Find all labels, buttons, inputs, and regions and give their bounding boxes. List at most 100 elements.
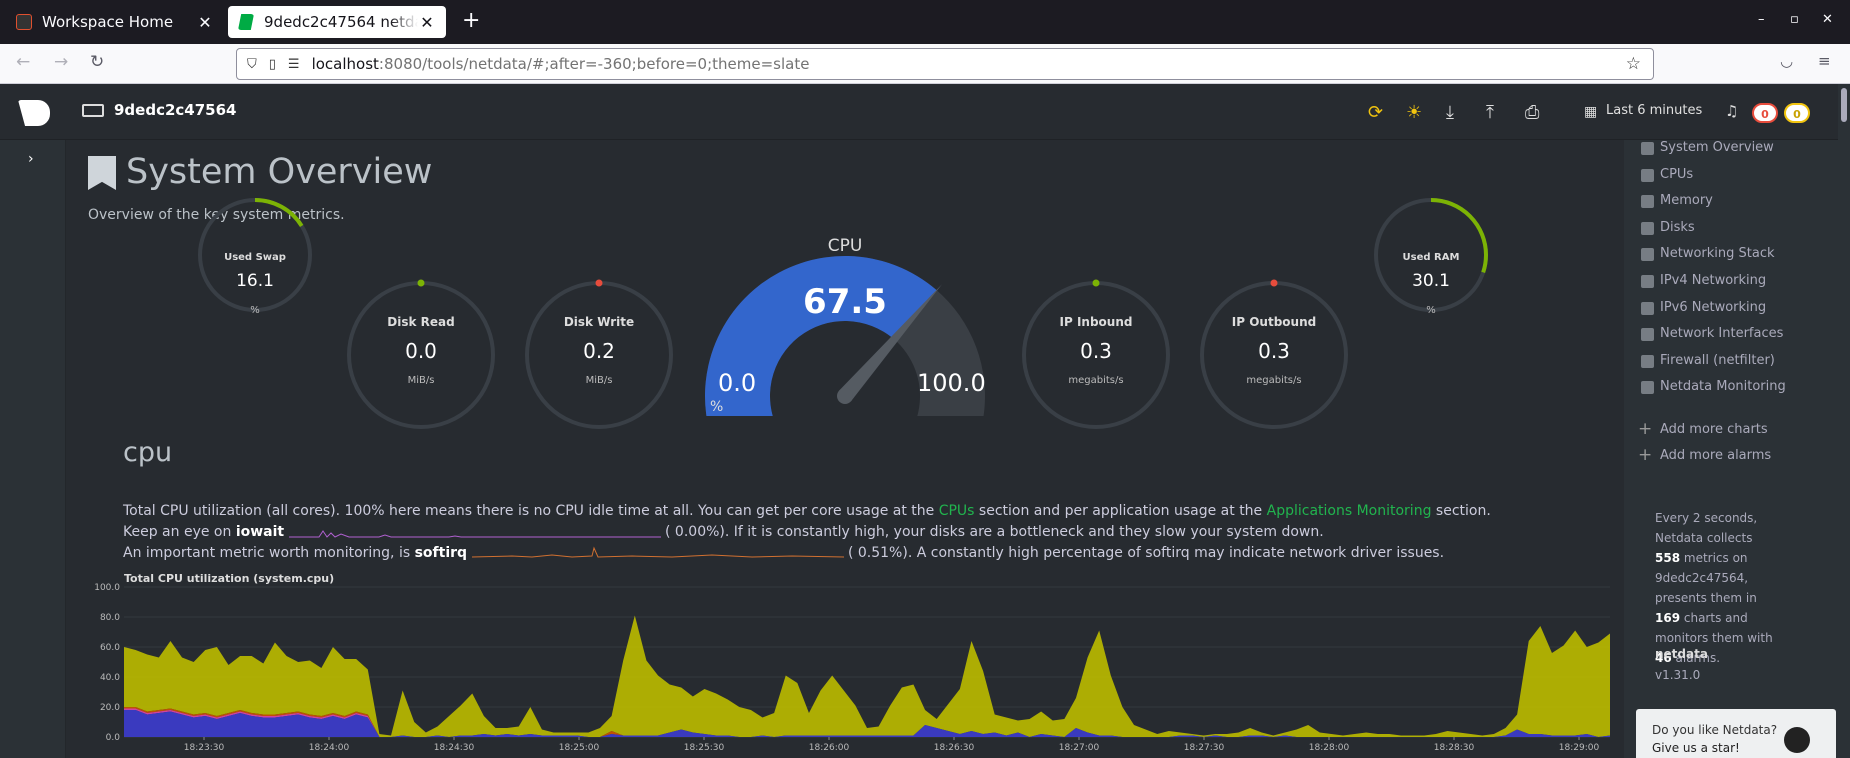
x-tick-label: 18:23:30 (184, 743, 225, 753)
tab-title: 9dedc2c47564 netdata dashboard (264, 13, 418, 31)
tab-title: Workspace Home (42, 13, 174, 31)
nav-item[interactable]: Networking Stack (1660, 246, 1775, 262)
nav-item[interactable]: Network Interfaces (1660, 326, 1784, 342)
tab-workspace-home[interactable]: Workspace Home ✕ (6, 6, 224, 38)
cpu-gauge-value: 67.5 (803, 282, 887, 322)
tab-netdata[interactable]: 9dedc2c47564 netdata dashboard ✕ (228, 6, 446, 38)
x-tick-label: 18:24:00 (309, 743, 350, 753)
gauge-ring (347, 279, 495, 429)
reload-icon[interactable]: ↻ (90, 52, 105, 72)
calendar-icon[interactable]: ▦ (1584, 104, 1598, 120)
y-tick-label: 100.0 (94, 583, 120, 593)
server-selector[interactable]: 9dedc2c47564 (82, 101, 237, 119)
address-bar[interactable]: ⛉ ▯ ☰ localhost:8080/tools/netdata/#;aft… (236, 48, 1654, 80)
plus-icon: + (1638, 419, 1653, 439)
gauge-4: IP Inbound 0.3 megabits/s (1020, 279, 1172, 431)
cpu-gauge (705, 256, 985, 416)
disk-icon (1641, 221, 1654, 235)
cpu-utilization-chart[interactable]: 100.0 80.0 60.0 40.0 20.0 0.0 18:23:30 18:24:00… (94, 582, 1614, 758)
gauge-value: 0.3 (1258, 339, 1290, 363)
lightbulb-icon[interactable]: ☀ (1406, 102, 1423, 123)
browser-nav-bar: ← → ↻ ⛉ ▯ ☰ localhost:8080/tools/netdata… (0, 44, 1850, 84)
github-icon[interactable] (1784, 727, 1810, 753)
y-tick-label: 40.0 (100, 673, 120, 683)
close-window-button[interactable]: ✕ (1822, 12, 1833, 27)
expand-sidebar-icon[interactable]: › (28, 151, 34, 167)
gauge-value: 16.1 (236, 271, 274, 291)
cpu-description-line2: Keep an eye on iowait ( 0.00%). If it is… (123, 524, 1324, 540)
gauge-unit: MiB/s (585, 375, 613, 386)
cloud-icon (1641, 248, 1654, 262)
shield-icon[interactable]: ⛉ (247, 56, 257, 72)
gauge-ring (198, 198, 312, 312)
link-cpus[interactable]: CPUs (938, 503, 975, 519)
maximize-button[interactable]: ▫ (1790, 12, 1799, 27)
critical-alarms-badge[interactable]: 0 (1752, 103, 1778, 123)
cpu-gauge-needle (838, 284, 942, 402)
x-tick-label: 18:29:00 (1559, 743, 1600, 753)
promo-cta[interactable]: Give us a star! (1652, 741, 1740, 755)
main-content (66, 140, 1624, 758)
gauge-title: Used RAM (1402, 252, 1460, 263)
minimize-button[interactable]: – (1758, 12, 1765, 27)
gauge-unit: megabits/s (1246, 375, 1302, 386)
cpu-gauge-fill (705, 256, 937, 416)
plus-icon: + (1638, 445, 1653, 465)
y-tick-label: 20.0 (100, 703, 120, 713)
browser-tab-bar: Workspace Home ✕ 9dedc2c47564 netdata da… (0, 0, 1850, 44)
permissions-icon[interactable]: ☰ (287, 56, 300, 72)
github-star-promo[interactable]: Do you like Netdata? Give us a star! (1636, 709, 1836, 758)
upload-icon[interactable]: ⤒ (1486, 102, 1494, 123)
time-period[interactable]: Last 6 minutes (1606, 103, 1703, 118)
nav-item[interactable]: CPUs (1660, 166, 1694, 182)
nav-item[interactable]: IPv4 Networking (1660, 273, 1767, 288)
scrollbar-thumb[interactable] (1841, 88, 1847, 122)
page-scrollbar[interactable] (1838, 84, 1850, 758)
close-tab-icon[interactable]: ✕ (198, 12, 212, 32)
print-icon[interactable]: ⎙ (1525, 102, 1540, 123)
nav-item[interactable]: System Overview (1660, 140, 1774, 155)
nav-item[interactable]: IPv6 Networking (1660, 299, 1767, 315)
gauge-3: Disk Write 0.2 MiB/s (523, 279, 675, 431)
add-alarms-link[interactable]: Add more alarms (1660, 448, 1772, 463)
gauge-value: 0.3 (1080, 339, 1112, 363)
gauge-ring (1374, 198, 1488, 312)
cpu-gauge-hub (837, 388, 853, 404)
bookmark-star-icon[interactable]: ☆ (1625, 54, 1641, 74)
monitor-icon (82, 103, 104, 117)
url-text[interactable]: localhost:8080/tools/netdata/#;after=-36… (311, 55, 810, 73)
gauge-1: Used Swap 16.1% (196, 196, 314, 316)
gauge-title: Disk Read (387, 315, 455, 329)
nav-item[interactable]: Firewall (netfilter) (1660, 352, 1775, 368)
gauge-value: 0.0 (405, 339, 437, 363)
gauge-ring (525, 279, 673, 429)
memory-icon (1641, 195, 1654, 209)
back-arrow-icon[interactable]: ← (16, 52, 31, 72)
download-icon[interactable]: ⤓ (1446, 102, 1454, 123)
warning-alarms-badge[interactable]: 0 (1784, 103, 1810, 123)
forward-arrow-icon[interactable]: → (54, 52, 69, 72)
gauge-title: IP Outbound (1231, 315, 1317, 329)
y-tick-label: 60.0 (100, 643, 120, 653)
chart-title: Total CPU utilization (system.cpu) (124, 572, 335, 585)
netdata-logo-icon[interactable] (18, 100, 50, 126)
x-tick-label: 18:25:30 (684, 743, 725, 753)
x-tick-label: 18:26:30 (934, 743, 975, 753)
close-tab-icon[interactable]: ✕ (420, 12, 434, 32)
gauge-title: Used Swap (224, 252, 286, 263)
nav-item[interactable]: Netdata Monitoring (1660, 379, 1786, 395)
nav-item[interactable]: Memory (1660, 193, 1713, 209)
promo-question: Do you like Netdata? (1652, 723, 1778, 737)
add-charts-link[interactable]: Add more charts (1660, 422, 1768, 437)
menu-icon[interactable]: ≡ (1818, 52, 1831, 70)
sync-icon[interactable]: ⟳ (1368, 102, 1384, 123)
cpu-description-line1: Total CPU utilization (all cores). 100% … (123, 503, 1491, 519)
link-applications-monitoring[interactable]: Applications Monitoring (1266, 503, 1432, 519)
new-tab-button[interactable]: + (462, 8, 481, 33)
cpu-gauge-max: 100.0 (917, 369, 986, 397)
bell-icon[interactable]: ♫ (1725, 102, 1739, 120)
pocket-icon[interactable]: ◡ (1780, 52, 1794, 70)
netdata-stats-text: Every 2 seconds, Netdata collects 558 me… (1655, 511, 1773, 665)
gauge-5: IP Outbound 0.3 megabits/s (1198, 279, 1350, 431)
nav-item[interactable]: Disks (1660, 219, 1695, 235)
